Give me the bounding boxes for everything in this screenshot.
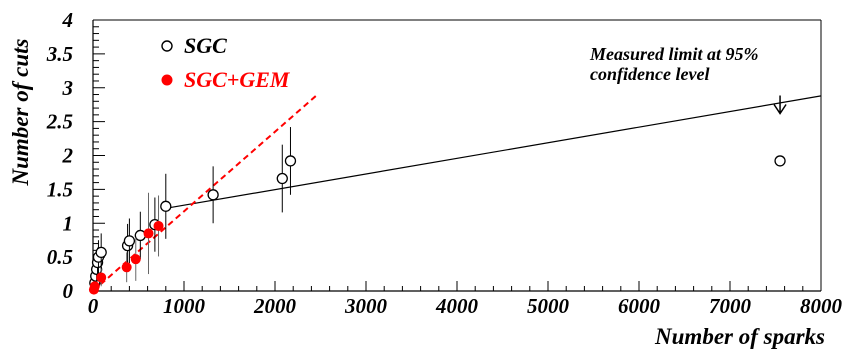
x-tick-label: 3000 (344, 294, 388, 318)
point-sgc-gem (89, 281, 100, 292)
fit-line-sgc (165, 95, 822, 209)
y-tick-label: 3.5 (46, 42, 73, 66)
legend-marker-sgc-gem (161, 74, 173, 86)
y-tick-label: 3 (62, 76, 74, 100)
legend: SGC SGC+GEM (161, 33, 291, 92)
point-sgc-gem (153, 220, 164, 231)
y-axis-title: Number of cuts (8, 38, 33, 186)
limit-annotation: Measured limit at 95% confidence level (589, 44, 787, 115)
x-tick-label: 6000 (618, 294, 661, 318)
y-tick-label: 0.5 (47, 245, 73, 269)
point-sgc (123, 235, 136, 247)
y-tick-label: 0 (63, 279, 74, 303)
x-tick-label: 4000 (435, 294, 479, 318)
point-sgc (160, 200, 172, 212)
x-tick-label: 8000 (800, 294, 843, 318)
point-sgc-gem (121, 262, 132, 273)
ticks-layer: 0 1000 2000 3000 4000 5000 6000 7000 8000 0 0.5 1 1.… (46, 8, 843, 318)
point-sgc (276, 172, 288, 185)
point-sgc-gem (96, 272, 107, 283)
annotation-arrow (773, 95, 787, 115)
x-tick-label: 1000 (163, 294, 206, 318)
y-tick-label: 1 (63, 211, 74, 235)
x-tick-label: 7000 (709, 294, 752, 318)
y-tick-label: 1.5 (47, 177, 73, 201)
x-axis-title: Number of sparks (654, 324, 825, 349)
y-tick-label: 2 (62, 144, 74, 168)
point-sgc (774, 155, 786, 167)
legend-label-sgc: SGC (184, 33, 227, 58)
point-sgc (207, 189, 219, 201)
fit-lines-layer (92, 95, 822, 292)
annotation-line-1: Measured limit at 95% (589, 44, 759, 64)
point-sgc-gem (143, 228, 154, 239)
x-tick-label: 0 (88, 294, 99, 318)
data-points-layer (88, 127, 786, 295)
x-tick-label: 5000 (527, 294, 570, 318)
y-tick-label: 2.5 (46, 110, 73, 134)
point-sgc (95, 246, 107, 259)
x-tick-label: 2000 (253, 294, 297, 318)
legend-label-sgc-gem: SGC+GEM (184, 67, 291, 92)
legend-marker-sgc (161, 40, 173, 52)
annotation-line-2: confidence level (590, 64, 709, 84)
point-sgc-gem (130, 254, 141, 265)
point-sgc (284, 155, 297, 167)
y-tick-label: 4 (62, 8, 74, 32)
